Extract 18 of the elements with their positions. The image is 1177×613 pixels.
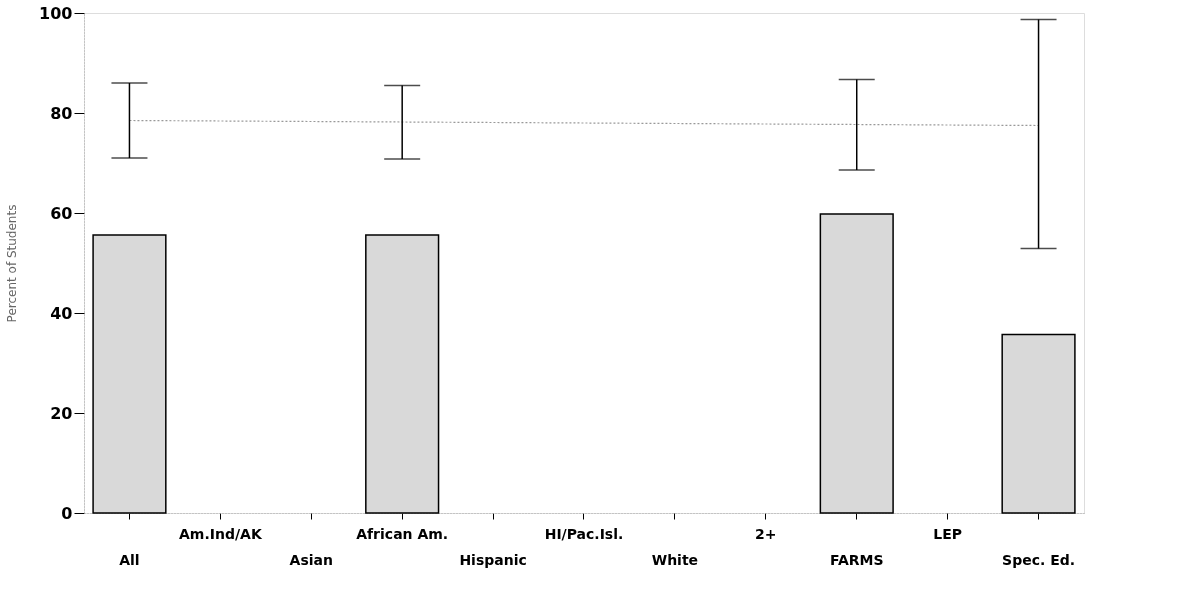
y-tick-label: 80 [50, 103, 73, 123]
y-axis-title: Percent of Students [5, 204, 20, 323]
x-tick-label: LEP [933, 526, 963, 542]
x-tick-label: Am.Ind/AK [178, 526, 263, 542]
x-tick-label: African Am. [356, 526, 449, 542]
y-tick-label: 100 [39, 3, 73, 23]
y-tick-label: 0 [61, 503, 73, 523]
x-tick-label: Asian [289, 552, 333, 568]
x-tick-label: FARMS [829, 552, 884, 568]
x-tick-label: All [119, 552, 140, 568]
y-tick-label: 40 [50, 303, 73, 323]
x-tick-label: Spec. Ed. [1002, 552, 1076, 568]
x-tick-label: Hispanic [459, 552, 527, 568]
x-tick-label: HI/Pac.Isl. [544, 526, 624, 542]
x-tick-label: 2+ [755, 526, 777, 542]
y-tick-label: 60 [50, 203, 73, 223]
x-tick-label: White [651, 552, 699, 568]
y-tick-label: 20 [50, 403, 73, 423]
